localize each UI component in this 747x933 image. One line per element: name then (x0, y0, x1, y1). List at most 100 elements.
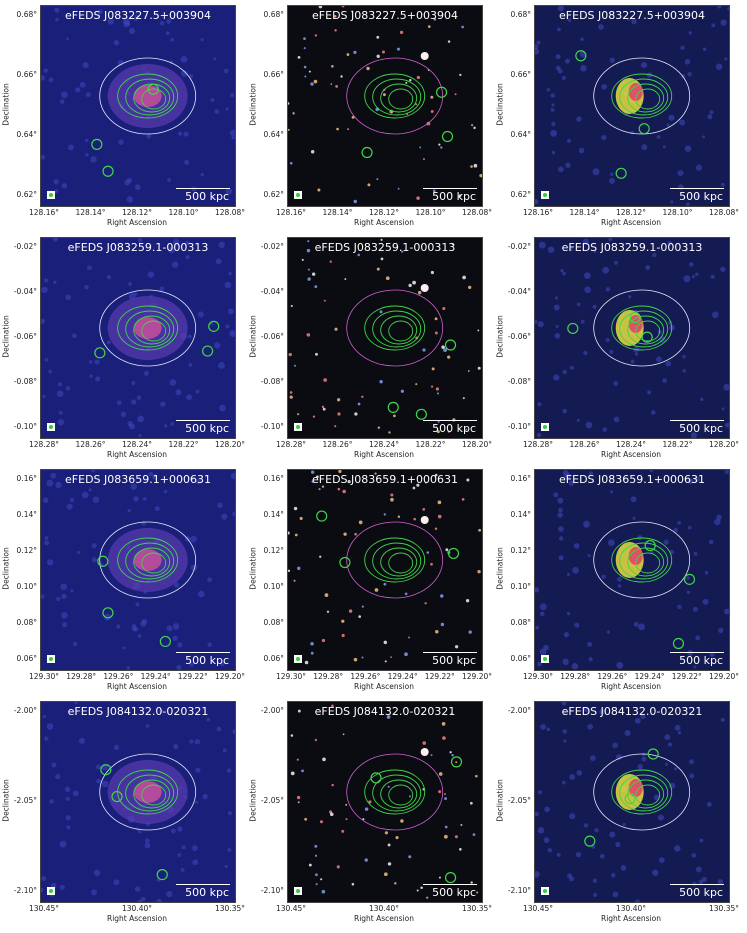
radio-contour (372, 310, 422, 348)
background-source (44, 736, 49, 741)
y-tick-label: -2.10° (13, 886, 37, 895)
background-source (383, 582, 387, 586)
background-source (172, 635, 178, 642)
background-source (395, 836, 399, 840)
x-tick-label: 128.08° (215, 208, 245, 217)
background-source (318, 6, 323, 9)
background-source (169, 379, 177, 386)
background-source (61, 593, 67, 600)
background-source (442, 736, 446, 740)
background-source (374, 472, 377, 475)
background-source (567, 873, 573, 879)
background-source (422, 741, 427, 745)
radio-core (628, 83, 643, 101)
background-source (653, 794, 660, 801)
y-tick-label: 0.16° (16, 474, 37, 483)
background-source (78, 737, 86, 744)
x-axis-label: Right Ascension (107, 450, 167, 459)
background-source (646, 390, 652, 395)
background-source (599, 853, 605, 859)
background-source (381, 50, 385, 54)
background-source (415, 103, 418, 106)
background-source (601, 134, 607, 141)
radio-contour (380, 83, 418, 113)
background-source (608, 177, 615, 184)
background-source (610, 172, 614, 176)
background-source (137, 829, 142, 834)
radio-core (628, 547, 643, 565)
background-source (337, 487, 341, 491)
xray-image (41, 238, 235, 438)
background-source (427, 25, 431, 29)
x-tick-label: 130.45° (276, 904, 306, 913)
background-source (288, 352, 292, 357)
background-source (334, 425, 337, 428)
background-source (393, 414, 396, 418)
x-tick-label: 129.26° (350, 672, 381, 681)
background-source (695, 164, 703, 171)
bright-star (420, 748, 429, 756)
background-source (558, 555, 564, 561)
panel-title: eFEDS J083659.1+000631 (312, 473, 458, 486)
background-source (454, 835, 458, 839)
scale-bar-line (176, 884, 230, 885)
background-source (85, 92, 91, 98)
background-source (431, 367, 435, 371)
y-tick-label: 0.68° (16, 10, 37, 19)
background-source (562, 658, 569, 666)
y-axis-label: Declination (495, 547, 505, 590)
background-source (434, 331, 438, 335)
background-source (723, 383, 729, 391)
beam-marker (541, 887, 549, 895)
background-source (458, 194, 462, 197)
y-axis-label: Declination (248, 315, 258, 358)
background-source (122, 17, 130, 25)
background-source (630, 496, 637, 503)
background-source (207, 642, 212, 648)
background-source (74, 702, 78, 705)
background-source (44, 358, 49, 362)
background-source (538, 790, 543, 795)
background-source (200, 172, 204, 177)
background-source (562, 470, 569, 477)
background-source (607, 539, 615, 547)
background-source (72, 641, 78, 647)
background-source (680, 45, 685, 50)
x-axis-label: Right Ascension (354, 450, 414, 459)
scale-bar-label: 500 kpc (185, 422, 229, 435)
background-source (329, 260, 332, 263)
scale-bar-label: 500 kpc (679, 886, 723, 899)
background-source (461, 25, 464, 29)
x-tick-label: 128.26° (75, 440, 106, 449)
background-source (308, 863, 312, 867)
scale-bar-label: 500 kpc (185, 654, 229, 667)
background-source (459, 848, 462, 851)
background-source (58, 410, 63, 415)
background-source (576, 418, 580, 422)
background-source (442, 307, 446, 311)
y-axis-label: Declination (248, 547, 258, 590)
radio-contour (635, 88, 661, 110)
background-source (324, 593, 329, 598)
background-source (93, 869, 101, 877)
background-source (385, 276, 390, 281)
background-source (189, 662, 194, 667)
y-tick-label: -0.02° (507, 242, 531, 251)
background-source (206, 717, 211, 722)
background-source (60, 583, 68, 591)
background-source (673, 527, 679, 533)
background-source (615, 841, 621, 848)
compact-source-contour (316, 510, 328, 522)
background-source (345, 803, 348, 806)
background-source (626, 17, 631, 22)
background-source (467, 370, 470, 372)
background-source (334, 29, 337, 32)
background-source (714, 518, 721, 526)
background-source (306, 333, 311, 337)
background-source (330, 83, 333, 85)
radio-contour (388, 320, 414, 342)
background-source (216, 726, 222, 732)
radio-core (628, 779, 643, 797)
background-source (634, 352, 639, 356)
background-source (569, 247, 573, 252)
